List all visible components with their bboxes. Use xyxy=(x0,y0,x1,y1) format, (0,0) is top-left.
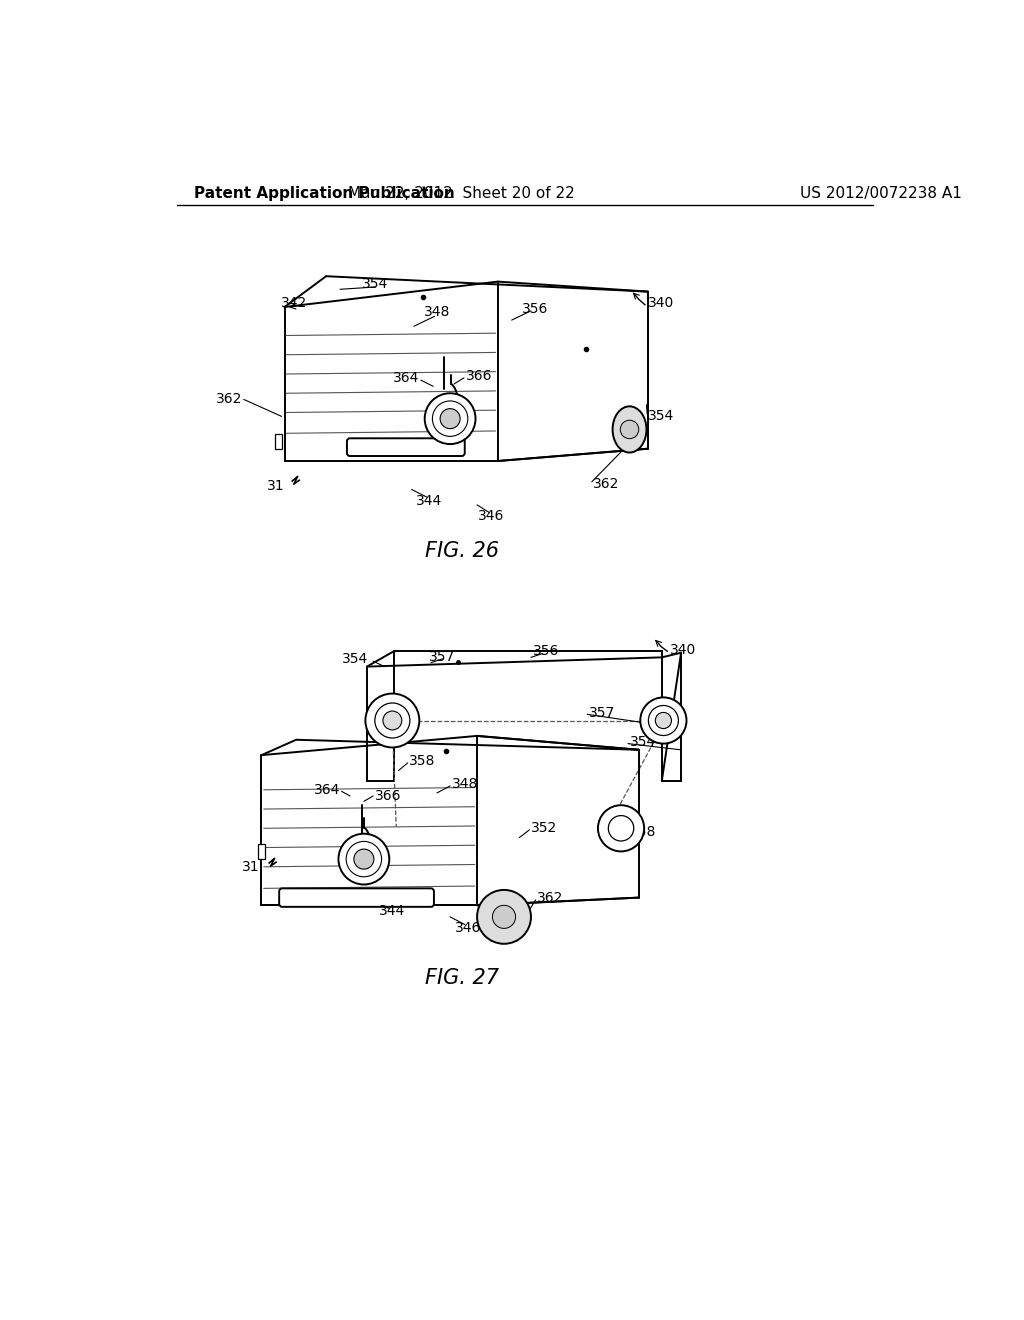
Text: 358: 358 xyxy=(630,825,656,840)
Text: 346: 346 xyxy=(455,921,481,936)
Text: 344: 344 xyxy=(379,904,406,919)
Text: 364: 364 xyxy=(313,783,340,797)
Text: 366: 366 xyxy=(466,368,492,383)
Circle shape xyxy=(432,401,468,437)
Text: 352: 352 xyxy=(531,821,557,836)
Circle shape xyxy=(383,711,401,730)
Circle shape xyxy=(655,713,672,729)
Text: 31: 31 xyxy=(267,479,285,492)
Text: 364: 364 xyxy=(393,371,419,385)
Text: 348: 348 xyxy=(453,776,479,791)
Text: 354: 354 xyxy=(630,735,655,748)
Text: 31: 31 xyxy=(243,859,260,874)
Circle shape xyxy=(366,693,419,747)
Text: 362: 362 xyxy=(538,891,563,904)
Circle shape xyxy=(339,834,389,884)
Text: 346: 346 xyxy=(478,510,504,524)
Text: 362: 362 xyxy=(216,392,243,407)
Text: 356: 356 xyxy=(522,301,549,315)
Circle shape xyxy=(346,841,382,876)
Circle shape xyxy=(598,805,644,851)
FancyBboxPatch shape xyxy=(280,888,434,907)
Text: 354: 354 xyxy=(648,409,674,424)
Text: Patent Application Publication: Patent Application Publication xyxy=(194,186,455,202)
Text: 340: 340 xyxy=(648,296,674,310)
Text: 366: 366 xyxy=(376,789,401,803)
Text: 358: 358 xyxy=(410,754,435,767)
Text: 344: 344 xyxy=(416,494,442,508)
Text: 356: 356 xyxy=(534,644,559,659)
Text: FIG. 27: FIG. 27 xyxy=(425,969,499,989)
Circle shape xyxy=(493,906,515,928)
Circle shape xyxy=(425,393,475,444)
Circle shape xyxy=(375,704,410,738)
Text: 340: 340 xyxy=(670,643,696,656)
Circle shape xyxy=(354,849,374,869)
FancyBboxPatch shape xyxy=(347,438,465,455)
Bar xyxy=(258,843,265,859)
Text: 348: 348 xyxy=(424,305,451,319)
Bar xyxy=(274,434,283,449)
Text: Mar. 22, 2012  Sheet 20 of 22: Mar. 22, 2012 Sheet 20 of 22 xyxy=(348,186,575,202)
Text: 357: 357 xyxy=(429,649,456,664)
Text: US 2012/0072238 A1: US 2012/0072238 A1 xyxy=(801,186,963,202)
Text: 354: 354 xyxy=(362,277,388,290)
Text: 357: 357 xyxy=(589,706,615,719)
Text: 354: 354 xyxy=(341,652,368,665)
Circle shape xyxy=(648,705,679,735)
Circle shape xyxy=(608,816,634,841)
Text: FIG. 26: FIG. 26 xyxy=(425,541,499,561)
Circle shape xyxy=(640,697,686,743)
Text: 362: 362 xyxy=(593,477,618,491)
Text: 342: 342 xyxy=(282,296,307,310)
Circle shape xyxy=(621,420,639,438)
Ellipse shape xyxy=(612,407,646,453)
Circle shape xyxy=(440,409,460,429)
Ellipse shape xyxy=(477,890,531,944)
